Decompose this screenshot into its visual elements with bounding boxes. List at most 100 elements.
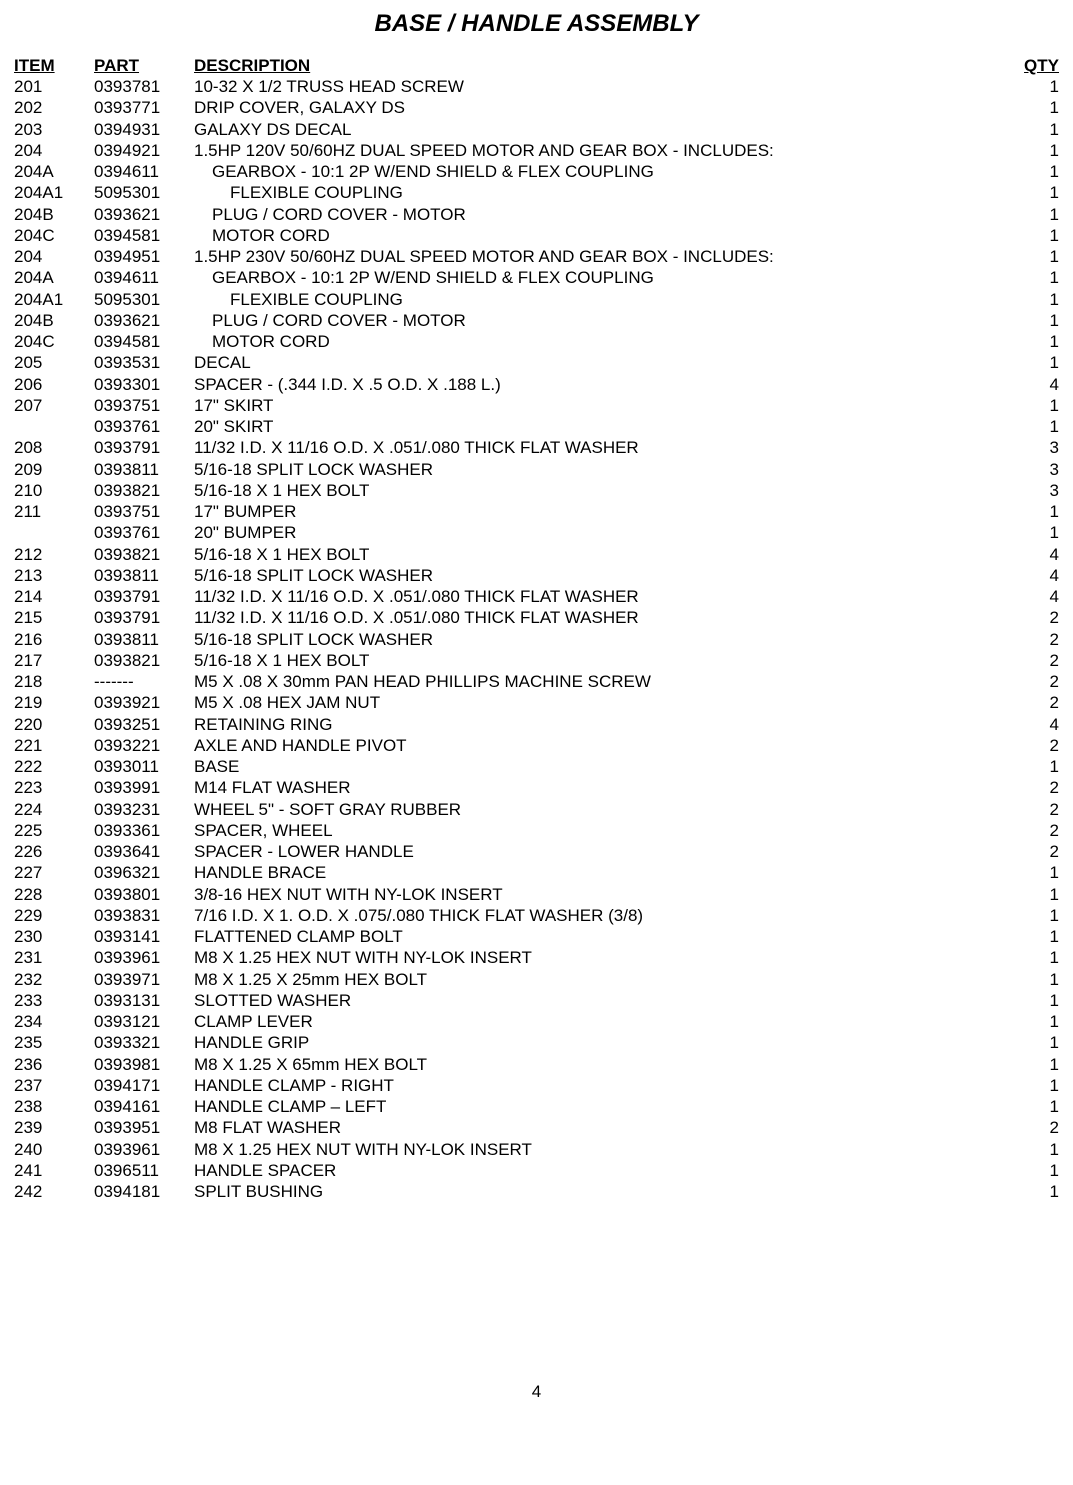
table-row: 204C0394581MOTOR CORD1	[12, 225, 1061, 246]
cell-item: 224	[12, 799, 92, 820]
cell-item: 216	[12, 629, 92, 650]
cell-item: 226	[12, 841, 92, 862]
cell-item: 219	[12, 692, 92, 713]
cell-part: -------	[92, 671, 192, 692]
cell-part: 0394181	[92, 1181, 192, 1202]
cell-item: 227	[12, 862, 92, 883]
cell-part: 0393221	[92, 735, 192, 756]
cell-part: 0393761	[92, 522, 192, 543]
table-row: 2270396321HANDLE BRACE1	[12, 862, 1061, 883]
table-row: 204B0393621PLUG / CORD COVER - MOTOR1	[12, 204, 1061, 225]
cell-description: M8 FLAT WASHER	[192, 1117, 1021, 1138]
cell-qty: 1	[1021, 331, 1061, 352]
table-row: 204A0394611GEARBOX - 10:1 2P W/END SHIEL…	[12, 161, 1061, 182]
table-row: 20403949211.5HP 120V 50/60HZ DUAL SPEED …	[12, 140, 1061, 161]
cell-description: 1.5HP 230V 50/60HZ DUAL SPEED MOTOR AND …	[192, 246, 1021, 267]
cell-qty: 2	[1021, 841, 1061, 862]
cell-part: 0393801	[92, 884, 192, 905]
cell-description: 5/16-18 SPLIT LOCK WASHER	[192, 565, 1021, 586]
table-row: 2310393961M8 X 1.25 HEX NUT WITH NY-LOK …	[12, 947, 1061, 968]
cell-item: 233	[12, 990, 92, 1011]
cell-qty: 1	[1021, 969, 1061, 990]
cell-description: 5/16-18 X 1 HEX BOLT	[192, 650, 1021, 671]
cell-item: 209	[12, 459, 92, 480]
cell-item: 217	[12, 650, 92, 671]
cell-part: 0393361	[92, 820, 192, 841]
cell-item: 234	[12, 1011, 92, 1032]
cell-qty: 1	[1021, 905, 1061, 926]
cell-part: 0393821	[92, 544, 192, 565]
cell-item: 204A	[12, 267, 92, 288]
cell-qty: 1	[1021, 310, 1061, 331]
table-row: 20403949511.5HP 230V 50/60HZ DUAL SPEED …	[12, 246, 1061, 267]
table-row: 2390393951M8 FLAT WASHER2	[12, 1117, 1061, 1138]
cell-part: 0393991	[92, 777, 192, 798]
cell-part: 0393791	[92, 437, 192, 458]
cell-qty: 1	[1021, 395, 1061, 416]
cell-qty: 1	[1021, 416, 1061, 437]
cell-description: M8 X 1.25 HEX NUT WITH NY-LOK INSERT	[192, 947, 1021, 968]
cell-part: 5095301	[92, 182, 192, 203]
cell-description: DRIP COVER, GALAXY DS	[192, 97, 1021, 118]
cell-qty: 2	[1021, 671, 1061, 692]
cell-part: 0394611	[92, 267, 192, 288]
cell-part: 0393961	[92, 1139, 192, 1160]
cell-description: HANDLE CLAMP – LEFT	[192, 1096, 1021, 1117]
cell-qty: 1	[1021, 119, 1061, 140]
cell-qty: 1	[1021, 225, 1061, 246]
cell-description: 5/16-18 SPLIT LOCK WASHER	[192, 459, 1021, 480]
cell-qty: 1	[1021, 140, 1061, 161]
cell-item: 211	[12, 501, 92, 522]
table-row: 207039375117" SKIRT1	[12, 395, 1061, 416]
cell-qty: 2	[1021, 692, 1061, 713]
cell-item: 238	[12, 1096, 92, 1117]
cell-description: SPACER - (.344 I.D. X .5 O.D. X .188 L.)	[192, 374, 1021, 395]
table-row: 039376120" SKIRT1	[12, 416, 1061, 437]
table-row: 21303938115/16-18 SPLIT LOCK WASHER4	[12, 565, 1061, 586]
cell-qty: 3	[1021, 437, 1061, 458]
cell-item: 232	[12, 969, 92, 990]
table-row: 204A0394611GEARBOX - 10:1 2P W/END SHIEL…	[12, 267, 1061, 288]
cell-description: DECAL	[192, 352, 1021, 373]
cell-qty: 1	[1021, 246, 1061, 267]
cell-qty: 1	[1021, 501, 1061, 522]
cell-item: 240	[12, 1139, 92, 1160]
cell-item: 204	[12, 246, 92, 267]
cell-item	[12, 416, 92, 437]
cell-description: CLAMP LEVER	[192, 1011, 1021, 1032]
cell-part: 0393761	[92, 416, 192, 437]
cell-part: 0394581	[92, 331, 192, 352]
cell-item: 204C	[12, 225, 92, 246]
cell-part: 0393131	[92, 990, 192, 1011]
table-row: 2050393531DECAL1	[12, 352, 1061, 373]
cell-description: M5 X .08 HEX JAM NUT	[192, 692, 1021, 713]
cell-qty: 4	[1021, 544, 1061, 565]
cell-description: WHEEL 5" - SOFT GRAY RUBBER	[192, 799, 1021, 820]
page-title: BASE / HANDLE ASSEMBLY	[12, 10, 1061, 38]
table-row: 2350393321HANDLE GRIP1	[12, 1032, 1061, 1053]
cell-part: 0393921	[92, 692, 192, 713]
cell-item: 236	[12, 1054, 92, 1075]
cell-part: 0396321	[92, 862, 192, 883]
cell-part: 0393231	[92, 799, 192, 820]
cell-item: 222	[12, 756, 92, 777]
cell-part: 0394611	[92, 161, 192, 182]
cell-description: 5/16-18 X 1 HEX BOLT	[192, 480, 1021, 501]
cell-part: 0394161	[92, 1096, 192, 1117]
cell-qty: 1	[1021, 352, 1061, 373]
table-row: 2210393221AXLE AND HANDLE PIVOT2	[12, 735, 1061, 756]
cell-part: 0393141	[92, 926, 192, 947]
cell-description: HANDLE SPACER	[192, 1160, 1021, 1181]
parts-table: ITEM PART DESCRIPTION QTY 201039378110-3…	[12, 56, 1061, 1202]
cell-item: 202	[12, 97, 92, 118]
cell-qty: 3	[1021, 459, 1061, 480]
table-row: 2370394171HANDLE CLAMP - RIGHT1	[12, 1075, 1061, 1096]
cell-item: 207	[12, 395, 92, 416]
cell-qty: 2	[1021, 735, 1061, 756]
table-row: 2190393921M5 X .08 HEX JAM NUT2	[12, 692, 1061, 713]
cell-part: 0396511	[92, 1160, 192, 1181]
table-row: 2340393121CLAMP LEVER1	[12, 1011, 1061, 1032]
table-row: 2030394931GALAXY DS DECAL1	[12, 119, 1061, 140]
cell-part: 0393531	[92, 352, 192, 373]
cell-item: 235	[12, 1032, 92, 1053]
